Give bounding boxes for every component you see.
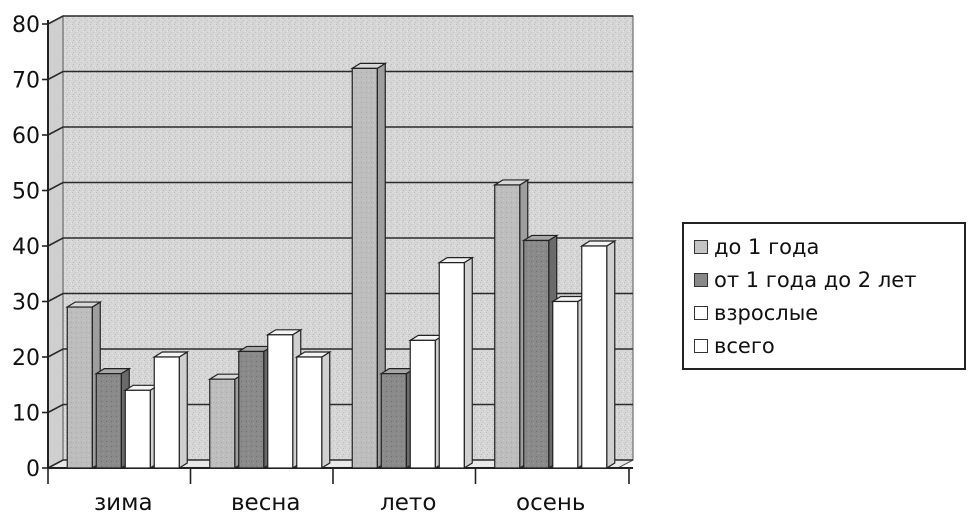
bar — [379, 367, 417, 470]
y-tick-label: 50 — [12, 180, 40, 205]
x-tick-label: лето — [380, 490, 436, 516]
legend-label: всего — [714, 333, 775, 358]
legend-swatch — [694, 239, 708, 254]
bar — [94, 367, 132, 470]
legend-item: до 1 года — [694, 230, 964, 263]
bar-side — [178, 350, 188, 470]
bar-front — [153, 356, 180, 469]
bar — [408, 334, 446, 470]
bar — [65, 300, 103, 470]
y-tick-label: 70 — [12, 69, 40, 94]
bar — [492, 178, 530, 470]
bar-front — [66, 306, 93, 469]
bar-front — [494, 184, 521, 469]
bar-side — [321, 350, 331, 470]
y-tick-label: 0 — [26, 457, 40, 482]
bar — [579, 239, 617, 470]
y-tick-label: 40 — [12, 235, 40, 260]
x-tick-label: осень — [516, 490, 585, 516]
legend-item: от 1 года до 2 лет — [694, 263, 964, 296]
bar — [236, 345, 274, 470]
bar — [550, 295, 588, 470]
legend-swatch — [694, 338, 708, 353]
y-tick-label: 60 — [12, 124, 40, 149]
legend-swatch — [694, 272, 708, 287]
legend-label: до 1 года — [714, 234, 820, 259]
bar — [350, 62, 388, 470]
bar — [265, 328, 303, 470]
gridline — [47, 126, 633, 136]
y-tick-label: 20 — [12, 346, 40, 371]
legend-label: взрослые — [714, 300, 819, 325]
bar-front — [267, 334, 294, 469]
y-tick-label: 10 — [12, 402, 40, 427]
legend-item: всего — [694, 329, 964, 362]
legend-item: взрослые — [694, 296, 964, 329]
legend-swatch — [694, 305, 708, 320]
bar — [152, 350, 190, 470]
bar-front — [581, 245, 608, 469]
bar — [521, 234, 559, 470]
bar-front — [95, 373, 122, 469]
bar — [294, 350, 332, 470]
y-tick-label: 30 — [12, 291, 40, 316]
bar — [207, 373, 245, 470]
gridline — [47, 15, 633, 25]
bar-side — [606, 239, 616, 470]
x-tick-label: весна — [231, 490, 300, 516]
bar-front — [238, 350, 265, 469]
bar-front — [351, 67, 378, 469]
gridline — [47, 181, 633, 192]
bar-front — [209, 378, 236, 469]
bar — [437, 256, 475, 470]
y-tick-label: 80 — [12, 13, 40, 38]
bar — [123, 384, 161, 470]
legend-label: от 1 года до 2 лет — [714, 267, 917, 292]
bar-front — [438, 262, 465, 469]
bar-front — [380, 373, 407, 469]
bar-front — [552, 300, 579, 469]
bar-side — [463, 256, 473, 470]
gridline — [47, 237, 633, 247]
bar-front — [523, 239, 550, 469]
legend: до 1 года от 1 года до 2 лет взрослые вс… — [682, 222, 966, 370]
bar-front — [124, 389, 151, 469]
gridline — [47, 70, 633, 81]
bar-front — [409, 339, 436, 469]
bar-front — [296, 356, 323, 469]
x-tick-label: зима — [94, 490, 153, 516]
